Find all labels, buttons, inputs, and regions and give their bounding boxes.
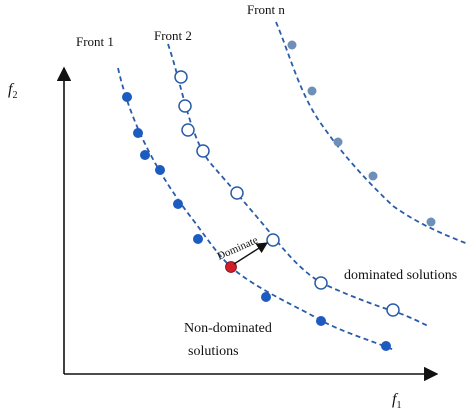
front-n-point (333, 137, 343, 147)
front-2-point (178, 99, 192, 113)
dominate-label: Dominate (215, 234, 260, 263)
front-n-point (426, 217, 436, 227)
non-dominated-label-line2: solutions (188, 344, 239, 359)
front-1-point (261, 292, 271, 302)
front-n-point (287, 40, 297, 50)
front-n-point (307, 86, 317, 96)
front-1-point (193, 234, 203, 244)
front-1-label: Front 1 (76, 34, 114, 49)
front-2-point (266, 233, 280, 247)
front-n-curve (275, 21, 469, 245)
front-2-point (181, 123, 195, 137)
front-2-point (386, 303, 400, 317)
front-2-point (174, 70, 188, 84)
front-1-point (140, 150, 150, 160)
highlighted-point (225, 261, 237, 273)
front-2-points (174, 70, 400, 317)
front-1-point (173, 199, 183, 209)
front-2-curve (167, 43, 429, 327)
front-2-label: Front 2 (154, 28, 192, 43)
front-2-point (230, 186, 244, 200)
y-axis-label: f2 (8, 81, 17, 101)
front-n-point (368, 171, 378, 181)
front-1-point (133, 128, 143, 138)
front-1-curve (117, 67, 395, 351)
non-dominated-label-line1: Non-dominated (184, 321, 272, 336)
front-1-point (316, 316, 326, 326)
front-n-label: Front n (247, 2, 285, 17)
x-axis-label: f1 (392, 391, 401, 411)
dominated-solutions-label: dominated solutions (344, 268, 457, 283)
front-1-point (381, 341, 391, 351)
front-1-points (122, 92, 391, 351)
front-2-point (196, 144, 210, 158)
front-1-point (155, 165, 165, 175)
dominate-arrow (233, 242, 268, 265)
front-1-point (122, 92, 132, 102)
axes (56, 66, 439, 382)
front-n-points (287, 40, 436, 227)
front-2-point (314, 276, 328, 290)
